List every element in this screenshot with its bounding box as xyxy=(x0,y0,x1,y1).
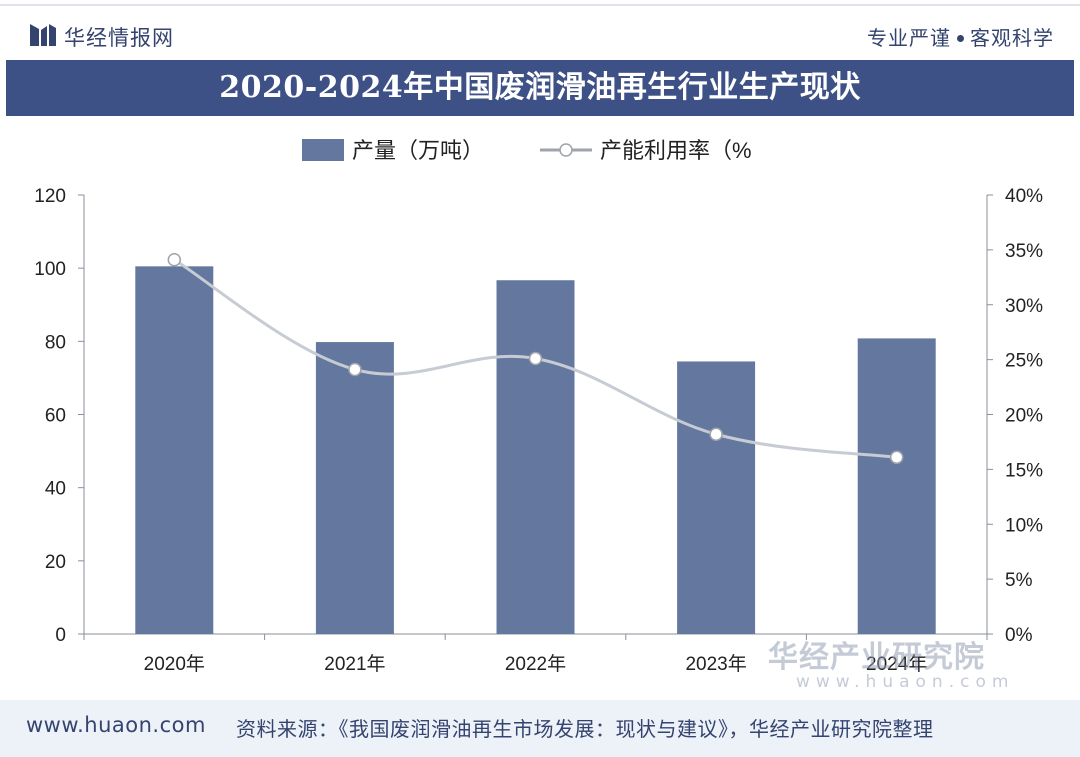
top-divider xyxy=(0,4,1080,6)
footer-source: 资料来源：《我国废润滑油再生市场发展：现状与建议》，华经产业研究院整理 xyxy=(236,717,934,741)
line-point xyxy=(167,253,182,267)
slogan-right: 客观科学 xyxy=(970,26,1054,50)
x-tick-label: 2020年 xyxy=(144,653,205,675)
y-right-tick-label: 15% xyxy=(1005,460,1043,481)
y-right-tick-label: 20% xyxy=(1005,406,1043,427)
y-right-tick-label: 5% xyxy=(1005,570,1033,591)
slogan: 专业严谨 客观科学 xyxy=(867,22,1054,51)
x-tick-label: 2021年 xyxy=(324,653,385,675)
y-right-tick-label: 0% xyxy=(1005,625,1033,646)
y-right-tick-label: 35% xyxy=(1005,241,1043,262)
y-left-tick-label: 120 xyxy=(34,186,66,207)
logo-icon xyxy=(30,24,56,46)
line-point xyxy=(889,450,904,465)
legend-line-label: 产能利用率（% xyxy=(600,138,752,163)
bar xyxy=(496,280,575,634)
y-left-tick-label: 20 xyxy=(45,552,66,573)
legend-line-marker xyxy=(559,143,573,157)
dot-separator xyxy=(957,34,964,42)
y-right-tick-label: 25% xyxy=(1005,351,1043,372)
top-bar: 华经情报网 专业严谨 客观科学 xyxy=(0,0,1080,58)
brand-name: 华经情报网 xyxy=(64,26,174,50)
bar xyxy=(315,342,394,634)
slogan-left: 专业严谨 xyxy=(867,26,951,50)
x-tick-label: 2022年 xyxy=(505,653,566,675)
x-tick-label: 2023年 xyxy=(685,653,746,675)
y-left-tick-label: 80 xyxy=(45,332,66,353)
line-point xyxy=(709,427,723,442)
line-point xyxy=(528,351,543,366)
line-point xyxy=(348,362,362,377)
y-left-tick-label: 0 xyxy=(55,625,66,646)
y-right-tick-label: 30% xyxy=(1005,296,1043,317)
footer-url: www.huaon.com xyxy=(26,713,206,737)
y-right-tick-label: 40% xyxy=(1005,186,1043,207)
bar xyxy=(135,266,214,634)
legend-bar-label: 产量（万吨） xyxy=(352,138,484,163)
y-right-tick-label: 10% xyxy=(1005,515,1043,536)
x-tick-label: 2024年 xyxy=(866,653,927,675)
legend-bar-swatch xyxy=(302,139,344,161)
footer: www.huaon.com 资料来源：《我国废润滑油再生市场发展：现状与建议》，… xyxy=(0,700,1080,757)
watermark-url: www.huaon.com xyxy=(796,672,1015,692)
y-left-tick-label: 40 xyxy=(45,479,66,500)
bar xyxy=(857,338,936,634)
chart-title: 2020-2024年中国废润滑油再生行业生产现状 xyxy=(6,60,1074,116)
y-left-tick-label: 100 xyxy=(34,259,66,280)
chart-area: 0 20 40 60 80 100 120 0% 5% 10% 15% 20% 25% 30% 35% 40%… xyxy=(34,138,1043,675)
y-left-tick-label: 60 xyxy=(45,406,66,427)
bar xyxy=(677,361,756,634)
watermark-brand: 华经产业研究院 xyxy=(768,640,985,675)
